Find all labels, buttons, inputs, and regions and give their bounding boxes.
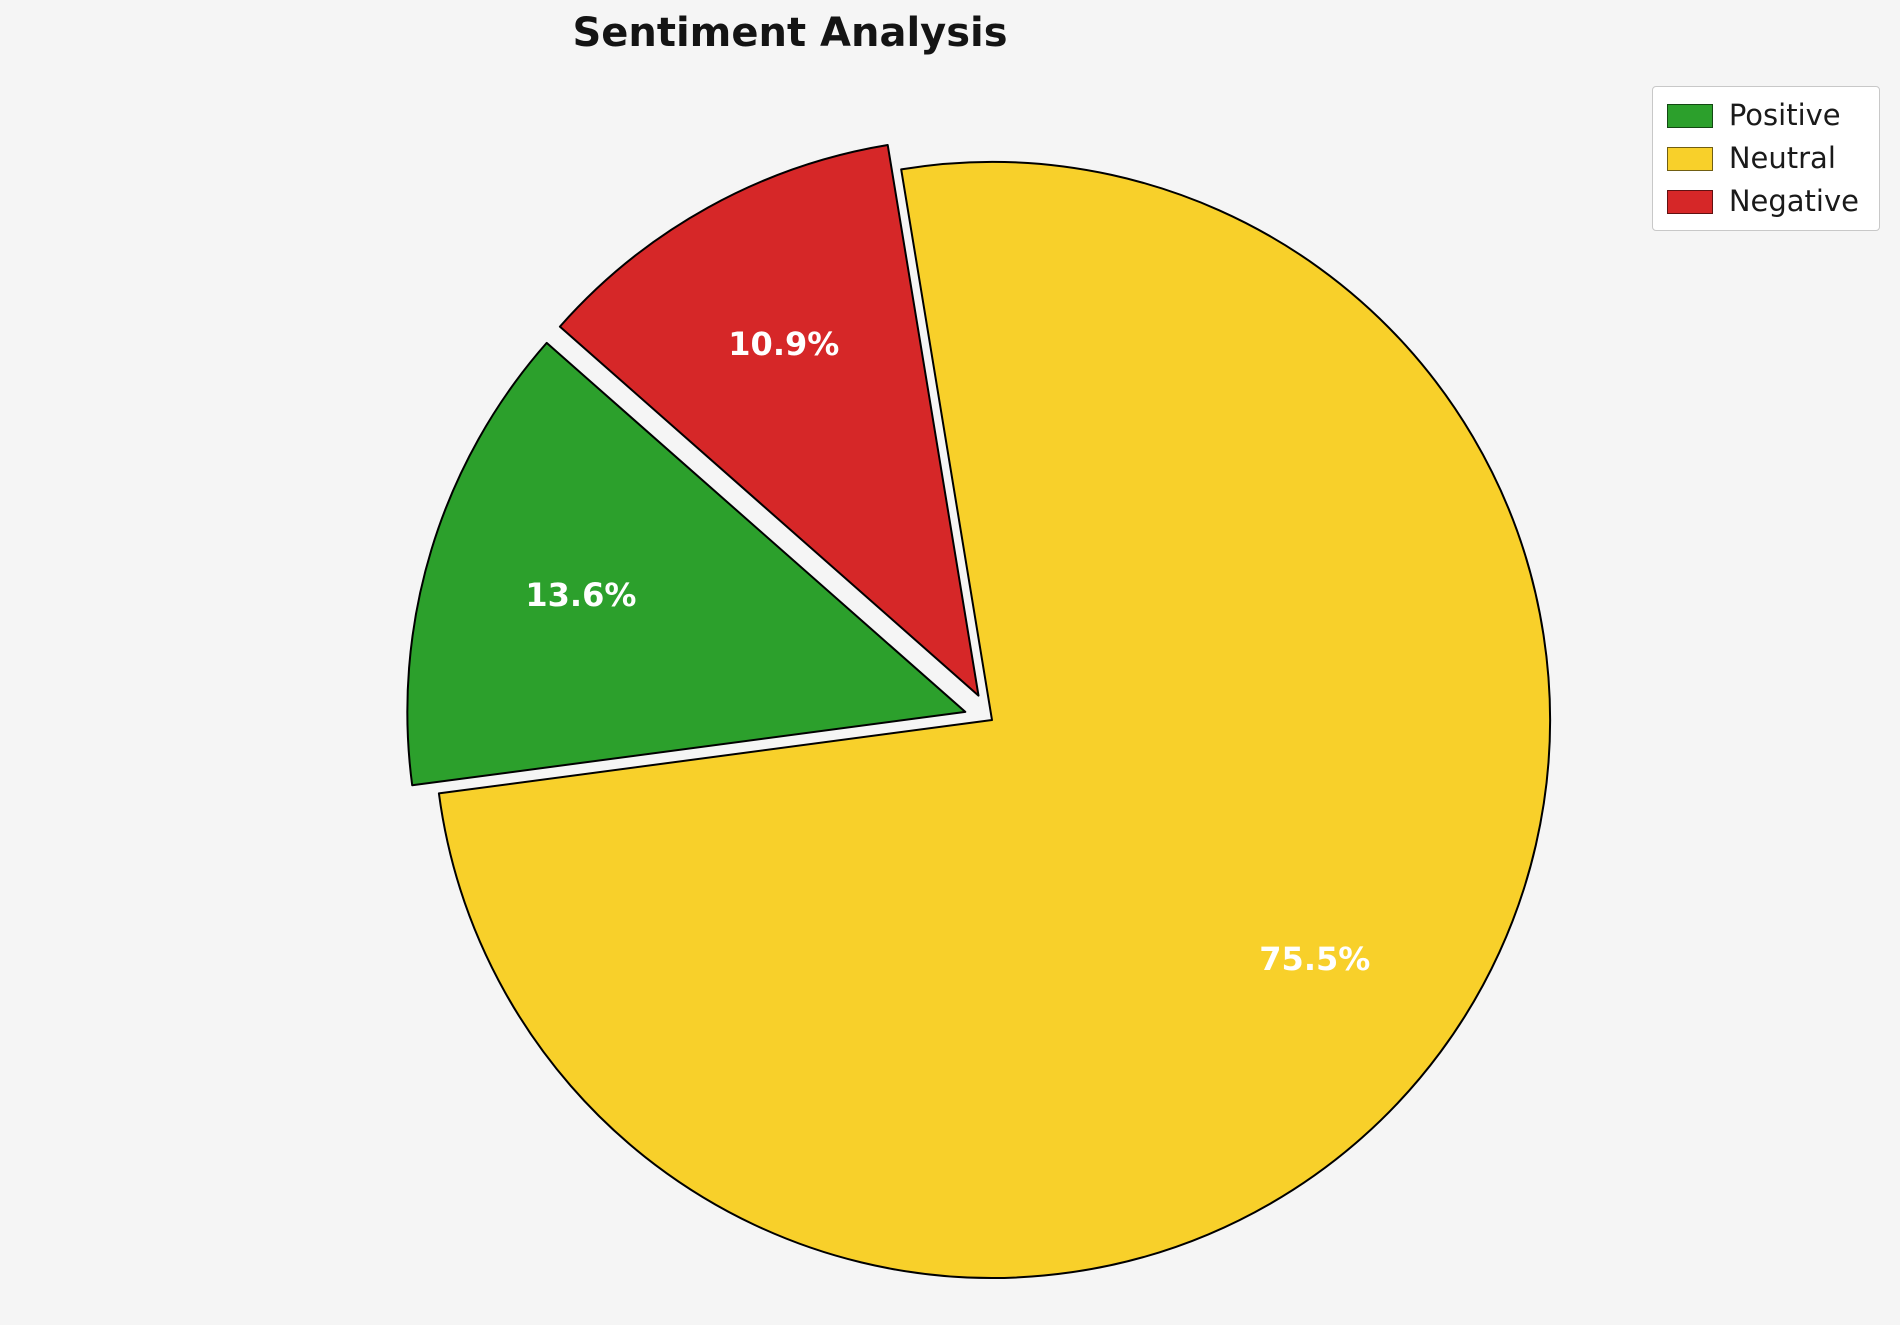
legend-label-neutral: Neutral <box>1728 141 1836 175</box>
pie-pct-label-positive: 13.6% <box>525 576 636 614</box>
legend-swatch-neutral <box>1666 146 1713 171</box>
pie-slice-positive <box>406 341 967 787</box>
pie-pct-label-negative: 10.9% <box>728 325 839 363</box>
legend-item-positive: Positive <box>1666 98 1859 132</box>
legend: Positive Neutral Negative <box>1651 86 1880 231</box>
legend-label-positive: Positive <box>1728 98 1841 132</box>
legend-label-negative: Negative <box>1728 184 1859 218</box>
chart-title: Sentiment Analysis <box>572 10 1008 56</box>
pie-pct-label-neutral: 75.5% <box>1259 940 1370 978</box>
legend-swatch-positive <box>1666 103 1713 128</box>
pie-slice-negative <box>558 144 980 697</box>
legend-swatch-negative <box>1666 189 1713 214</box>
legend-item-neutral: Neutral <box>1666 141 1859 175</box>
pie-slice-neutral <box>437 160 1552 1279</box>
legend-item-negative: Negative <box>1666 184 1859 218</box>
